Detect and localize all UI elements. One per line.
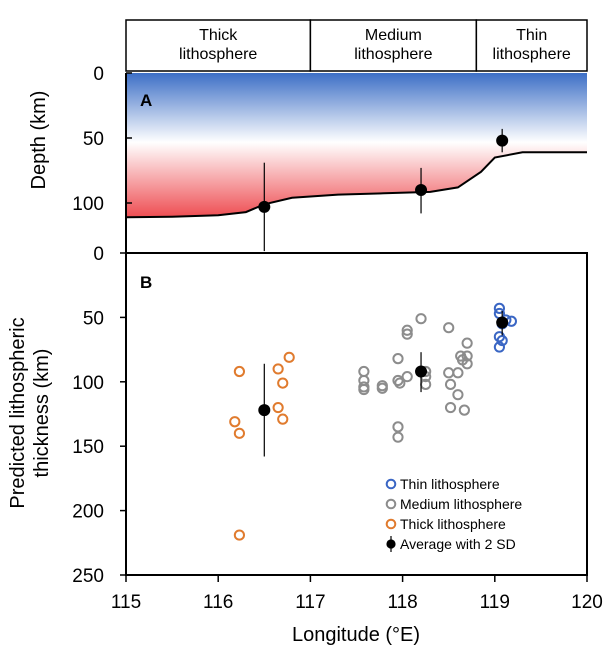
medium-lithosphere-point [392,353,404,365]
x-tick-label: 119 [480,592,510,613]
thick-lithosphere-point [272,363,284,375]
thick-lithosphere-point [233,365,246,378]
panel-a-averages [258,128,509,252]
average-point [415,365,428,378]
region-label: Thick [199,27,238,44]
average-point [258,200,271,213]
y-tick-label: 200 [72,502,104,523]
panel-a-y-ticks: 0 50 100 [72,64,132,215]
thick-lithosphere-point [277,377,289,389]
medium-lithosphere-point [461,350,473,362]
lithosphere-depth-area [126,73,587,218]
y-tick-label: 0 [93,244,104,265]
medium-lithosphere-point [358,383,370,396]
medium-lithosphere-point [443,367,455,379]
thin-lithosphere-point [493,302,506,314]
panel-a-y-axis-label: Depth (km) [28,91,50,190]
legend-label: Medium lithosphere [400,496,522,512]
region-header: Thick lithosphere Medium lithosphere Thin lit… [125,19,588,72]
medium-lithosphere-point [376,382,388,394]
x-tick-label: 120 [571,592,603,613]
medium-lithosphere-point [401,371,413,383]
panel-b-scatter: 115 116 117 118 119 120 0 50 100 150 200 250 B Lon… [7,244,603,646]
legend: Thin lithosphere Medium lithosphere Thick … [385,476,522,552]
panel-b-y-ticks: 0 50 100 150 200 250 [72,244,126,587]
x-tick-label: 118 [387,592,417,613]
thick-lithosphere-point [283,351,295,363]
medium-lithosphere-point [415,313,427,325]
region-box [475,19,588,72]
thin-lithosphere-point [496,334,508,347]
thin-lithosphere-point [493,341,506,353]
legend-marker [385,478,397,490]
medium-lithosphere-point [443,322,455,334]
thick-lithosphere-point [229,416,241,428]
medium-lithosphere-point [452,367,464,379]
medium-lithosphere-point [452,389,464,401]
thick-lithosphere-point [277,413,289,425]
thick-lithosphere-point [233,427,246,439]
y-axis-label-line-1: Predicted lithospheric [7,317,29,508]
region-label: lithosphere [179,46,257,63]
average-point [496,134,509,147]
lab-boundary-line [125,151,587,219]
legend-marker [385,518,397,530]
panel-b-frame [125,252,588,576]
region-label: lithosphere [493,46,571,63]
average-point [258,404,271,417]
thin-lithosphere-point [505,315,517,327]
y-tick-label: 50 [83,129,104,150]
medium-lithosphere-point [401,328,413,340]
x-tick-label: 117 [295,592,325,613]
panel-a-label: A [140,91,152,110]
panel-b-y-axis-label: Predicted lithospheric thickness (km) [7,317,53,508]
legend-label: Average with 2 SD [400,536,516,552]
region-label: Medium [365,27,422,44]
medium-lithosphere-point [358,365,370,378]
average-point [415,184,428,196]
panel-b-x-ticks: 115 116 117 118 119 120 [111,575,603,613]
panel-a-depth-profile: 0 50 100 A Depth (km) [28,64,587,253]
region-box [125,19,312,72]
y-axis-label-line-2: thickness (km) [31,349,53,478]
medium-lithosphere-point [461,358,473,370]
average-point [496,316,509,329]
region-label: Thin [516,27,547,44]
legend-label: Thin lithosphere [400,476,500,492]
x-tick-label: 116 [203,592,233,613]
medium-lithosphere-point [394,377,406,389]
y-tick-label: 250 [72,566,104,587]
region-box [309,19,478,72]
x-tick-label: 115 [111,592,141,613]
legend-marker [385,498,397,510]
y-tick-label: 100 [72,194,104,215]
medium-lithosphere-point [444,401,457,414]
medium-lithosphere-point [444,378,457,390]
x-axis-label: Longitude (°E) [292,624,420,646]
thick-lithosphere-point [272,401,284,414]
thick-lithosphere-point [233,529,246,541]
medium-lithosphere-point [461,337,473,349]
y-tick-label: 100 [72,373,104,394]
medium-lithosphere-point [392,374,404,387]
medium-lithosphere-point [458,404,470,416]
panel-b-averages [258,310,509,457]
region-label: lithosphere [354,46,432,63]
medium-lithosphere-point [401,324,413,336]
medium-lithosphere-point [392,421,404,433]
legend-label: Thick lithosphere [400,516,506,532]
y-tick-label: 150 [72,437,104,458]
panel-b-label: B [140,273,152,292]
y-tick-label: 50 [83,308,104,329]
legend-average-marker [386,539,396,549]
y-tick-label: 0 [93,64,104,85]
medium-lithosphere-point [392,431,404,443]
